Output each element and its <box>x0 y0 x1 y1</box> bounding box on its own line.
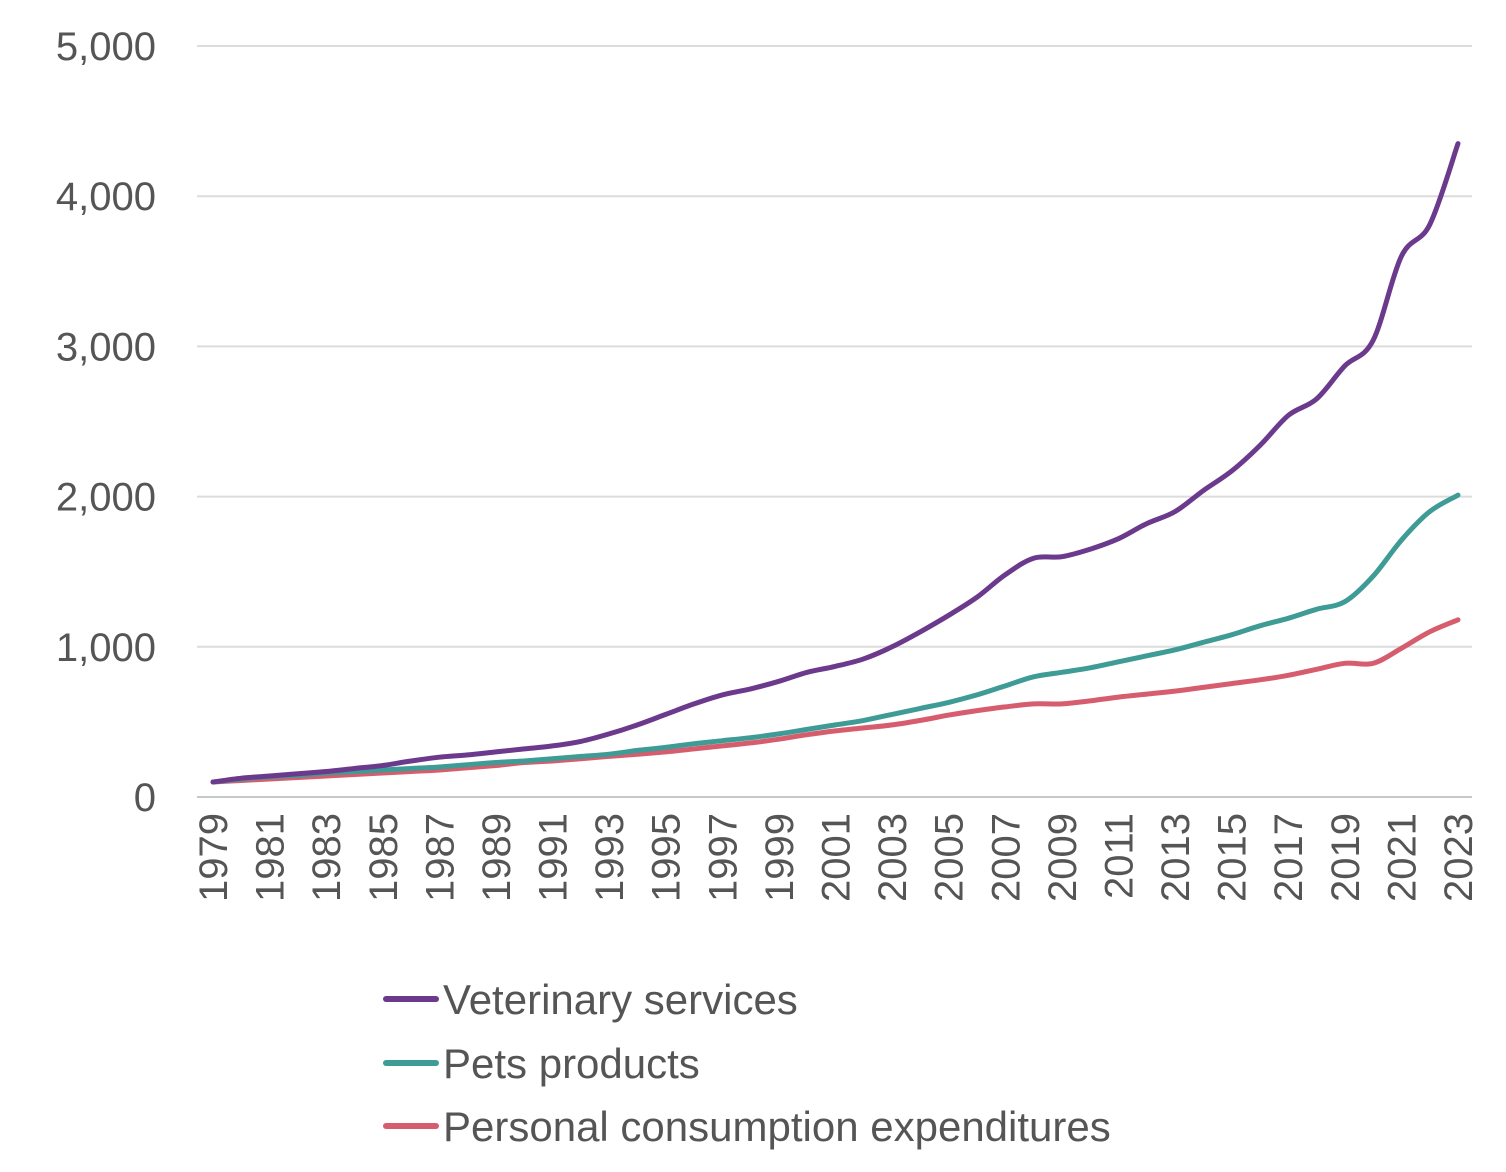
x-tick-label: 2017 <box>1267 813 1311 902</box>
series-lines <box>210 141 1461 785</box>
legend-item-veterinary-services: Veterinary services <box>383 976 798 1023</box>
series-line-pets-products <box>210 492 1461 785</box>
x-tick-label: 2011 <box>1097 813 1141 899</box>
x-axis: 1979 1981 1983 1985 1987 1989 1991 1993 1995 1997… <box>192 813 1481 902</box>
x-tick-label: 2009 <box>1041 813 1085 902</box>
y-tick-label: 5,000 <box>56 25 156 69</box>
legend: Veterinary services Pets products Personal… <box>383 976 1111 1150</box>
x-tick-label: 1993 <box>588 813 632 902</box>
x-tick-label: 1995 <box>645 813 689 902</box>
series-line-veterinary-services <box>210 141 1461 785</box>
y-tick-label: 4,000 <box>56 175 156 219</box>
x-tick-label: 1983 <box>305 813 349 902</box>
x-tick-label: 1999 <box>758 813 802 902</box>
y-axis: 0 1,000 2,000 3,000 4,000 5,000 <box>56 25 156 820</box>
x-tick-label: 2005 <box>928 813 972 902</box>
legend-label: Veterinary services <box>443 976 798 1023</box>
y-tick-label: 2,000 <box>56 476 156 520</box>
legend-item-pets-products: Pets products <box>383 1040 700 1087</box>
series-line-personal-consumption-expenditures <box>210 617 1461 785</box>
x-tick-label: 1985 <box>362 813 406 902</box>
y-tick-label: 1,000 <box>56 626 156 670</box>
legend-item-personal-consumption-expenditures: Personal consumption expenditures <box>383 1103 1111 1150</box>
x-tick-label: 1991 <box>532 813 576 902</box>
y-tick-label: 3,000 <box>56 325 156 369</box>
x-tick-label: 2023 <box>1437 813 1481 902</box>
x-tick-label: 2019 <box>1324 813 1368 902</box>
x-tick-label: 2015 <box>1211 813 1255 902</box>
x-tick-label: 1997 <box>701 813 745 902</box>
x-tick-label: 1981 <box>249 813 293 902</box>
x-tick-label: 2021 <box>1380 813 1424 902</box>
x-tick-label: 2013 <box>1154 813 1198 902</box>
legend-label: Personal consumption expenditures <box>443 1103 1111 1150</box>
x-tick-label: 1989 <box>475 813 519 902</box>
x-tick-label: 2003 <box>871 813 915 902</box>
x-tick-label: 1987 <box>418 813 462 902</box>
x-tick-label: 2001 <box>815 813 859 902</box>
x-tick-label: 2007 <box>984 813 1028 902</box>
legend-label: Pets products <box>443 1040 700 1087</box>
gridlines <box>197 45 1472 798</box>
x-tick-label: 1979 <box>192 813 236 902</box>
y-tick-label: 0 <box>134 776 156 820</box>
